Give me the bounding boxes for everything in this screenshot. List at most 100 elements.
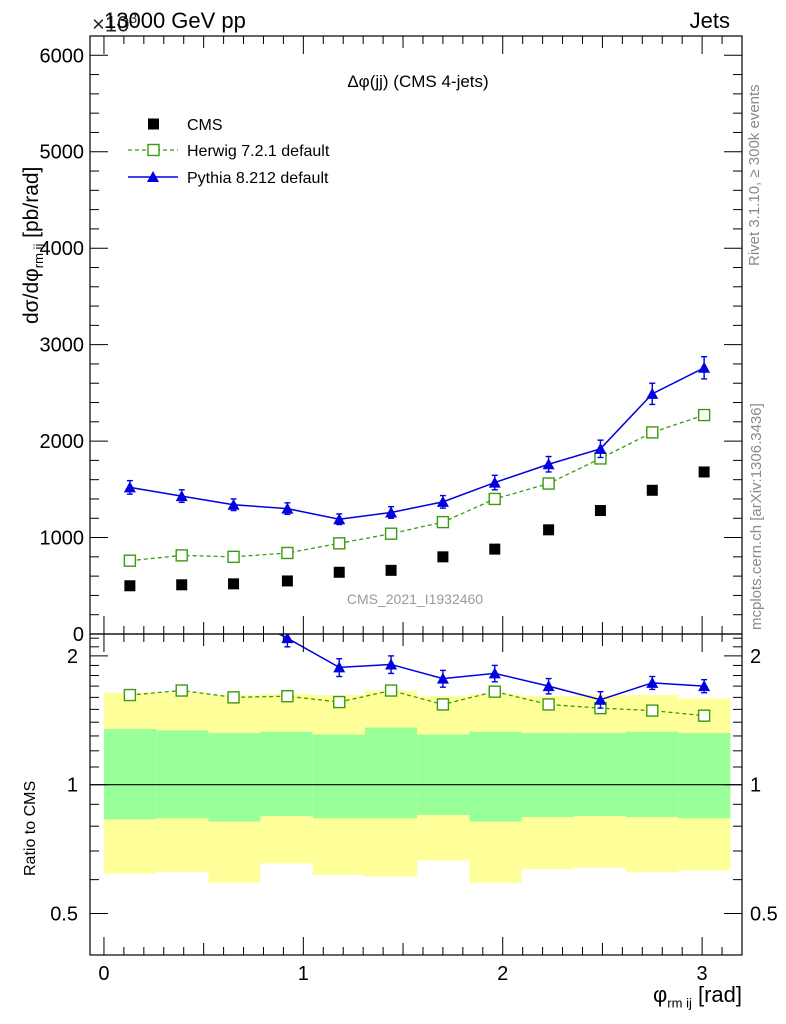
stat-band-8	[521, 733, 574, 818]
ratio-y-tick-label-left: 2	[67, 646, 78, 668]
ratio-y-tick-label-right: 2	[750, 646, 761, 668]
ratio-pythia-point	[488, 667, 501, 679]
x-tick-label: 1	[298, 963, 309, 985]
cms-point	[594, 505, 606, 517]
pythia-point	[488, 476, 501, 488]
stat-band-11	[678, 733, 731, 819]
herwig-point	[227, 550, 240, 564]
herwig-point	[646, 426, 659, 439]
cms-point	[333, 566, 345, 578]
y-exponent-base: ×10	[92, 11, 130, 37]
stat-band-7	[469, 731, 522, 822]
ratio-pythia-point	[542, 680, 555, 692]
y-exponent-power: 3	[129, 10, 138, 26]
ratio-herwig-point	[542, 698, 555, 711]
ratio-herwig-point	[123, 688, 137, 702]
ratio-pythia-point	[281, 634, 294, 644]
x-tick-label: 0	[98, 963, 109, 985]
pythia-point	[594, 442, 607, 454]
herwig-point	[488, 492, 501, 506]
upper-y-tick-label: 1000	[40, 528, 85, 550]
upper-y-tick-label: 2000	[40, 431, 85, 453]
pythia-line	[129, 367, 705, 520]
pythia-point	[333, 513, 346, 525]
cms-point	[437, 551, 449, 563]
upper-y-tick-label: 6000	[40, 45, 85, 67]
pythia-point	[385, 506, 398, 518]
x-tick-label: 3	[697, 963, 708, 985]
pythia-point	[123, 481, 136, 493]
axes: 0 1000 2000 3000 4000 5000 6000 0 1 2 3 0.5 0.5 1 1 2 2	[40, 35, 778, 985]
herwig-point	[175, 549, 188, 562]
ratio-y-tick-label-left: 0.5	[50, 904, 78, 926]
x-axis-label: φrm ij [rad]	[653, 982, 742, 1010]
legend-pythia-marker	[147, 171, 159, 182]
legend-cms-label: CMS	[187, 117, 223, 134]
ratio-pythia-point	[594, 693, 607, 705]
legend-herwig-marker	[147, 143, 160, 157]
upper-y-tick-label: 4000	[40, 238, 85, 260]
ratio-herwig-point	[646, 704, 659, 717]
ratio-herwig-point	[175, 684, 188, 697]
ratio-herwig-point	[281, 690, 294, 703]
pythia-point	[281, 502, 294, 514]
stat-band-9	[573, 733, 626, 817]
ratio-herwig-line	[129, 689, 705, 717]
x-axis-label-units: [rad]	[697, 982, 742, 1007]
stat-band-10	[625, 731, 679, 818]
herwig-point	[542, 477, 555, 490]
pythia-point	[227, 498, 240, 510]
ratio-herwig-point	[697, 709, 711, 722]
stat-band-2	[208, 733, 261, 822]
cms-point	[646, 484, 658, 496]
legend-pythia-label: Pythia 8.212 default	[187, 170, 329, 187]
cms-point	[176, 579, 188, 591]
y-exponent-label: ×103	[92, 10, 137, 37]
ratio-plot	[90, 634, 742, 786]
watermark: CMS_2021_I1932460	[347, 591, 483, 607]
upper-y-tick-label: 5000	[40, 142, 85, 164]
upper-y-tick-label: 0	[73, 624, 84, 646]
stat-band-0	[103, 728, 157, 820]
upper-plot: Δφ(jj) (CMS 4-jets) CMS_2021_I1932460 CMS H…	[123, 72, 711, 607]
jets-label: Jets	[689, 8, 730, 33]
upper-y-tick-label: 3000	[40, 335, 85, 357]
herwig-point	[436, 515, 450, 529]
stat-band-6	[417, 734, 470, 815]
pythia-point	[542, 458, 555, 470]
ratio-y-tick-label-right: 1	[750, 775, 761, 797]
stat-band-5	[364, 727, 418, 819]
ratio-herwig-point	[384, 684, 398, 697]
ratio-series	[123, 634, 711, 722]
ratio-herwig-point	[436, 698, 450, 711]
x-axis-label-sub: rm ij	[667, 995, 692, 1011]
stat-band-1	[156, 730, 209, 819]
ratio-pythia-line	[277, 634, 705, 701]
chart-title: Δφ(jj) (CMS 4-jets)	[347, 72, 488, 91]
herwig-point	[123, 554, 137, 567]
ratio-pythia-point	[646, 676, 659, 688]
pythia-point	[436, 495, 449, 507]
herwig-point	[333, 537, 346, 550]
herwig-point	[697, 408, 711, 422]
ratio-herwig-point	[227, 691, 240, 704]
herwig-point	[384, 527, 398, 540]
energy-label: 13000 GeV pp	[104, 8, 246, 33]
cms-point	[489, 543, 501, 555]
cms-point	[228, 578, 240, 590]
herwig-line	[129, 414, 705, 562]
cms-point	[543, 524, 555, 536]
herwig-point	[281, 546, 294, 560]
cms-point	[385, 564, 397, 576]
pythia-point	[698, 361, 711, 373]
legend-herwig-label: Herwig 7.2.1 default	[187, 143, 330, 160]
ratio-y-tick-label-right: 0.5	[750, 904, 778, 926]
ratio-y-tick-label-left: 1	[67, 775, 78, 797]
ratio-pythia-point	[385, 658, 398, 670]
cms-point	[124, 580, 136, 592]
ratio-pythia-point	[698, 680, 711, 692]
ratio-pythia-point	[333, 661, 346, 673]
lower-frame	[89, 633, 743, 956]
legend-cms-marker	[148, 118, 159, 130]
cms-point	[698, 466, 710, 478]
